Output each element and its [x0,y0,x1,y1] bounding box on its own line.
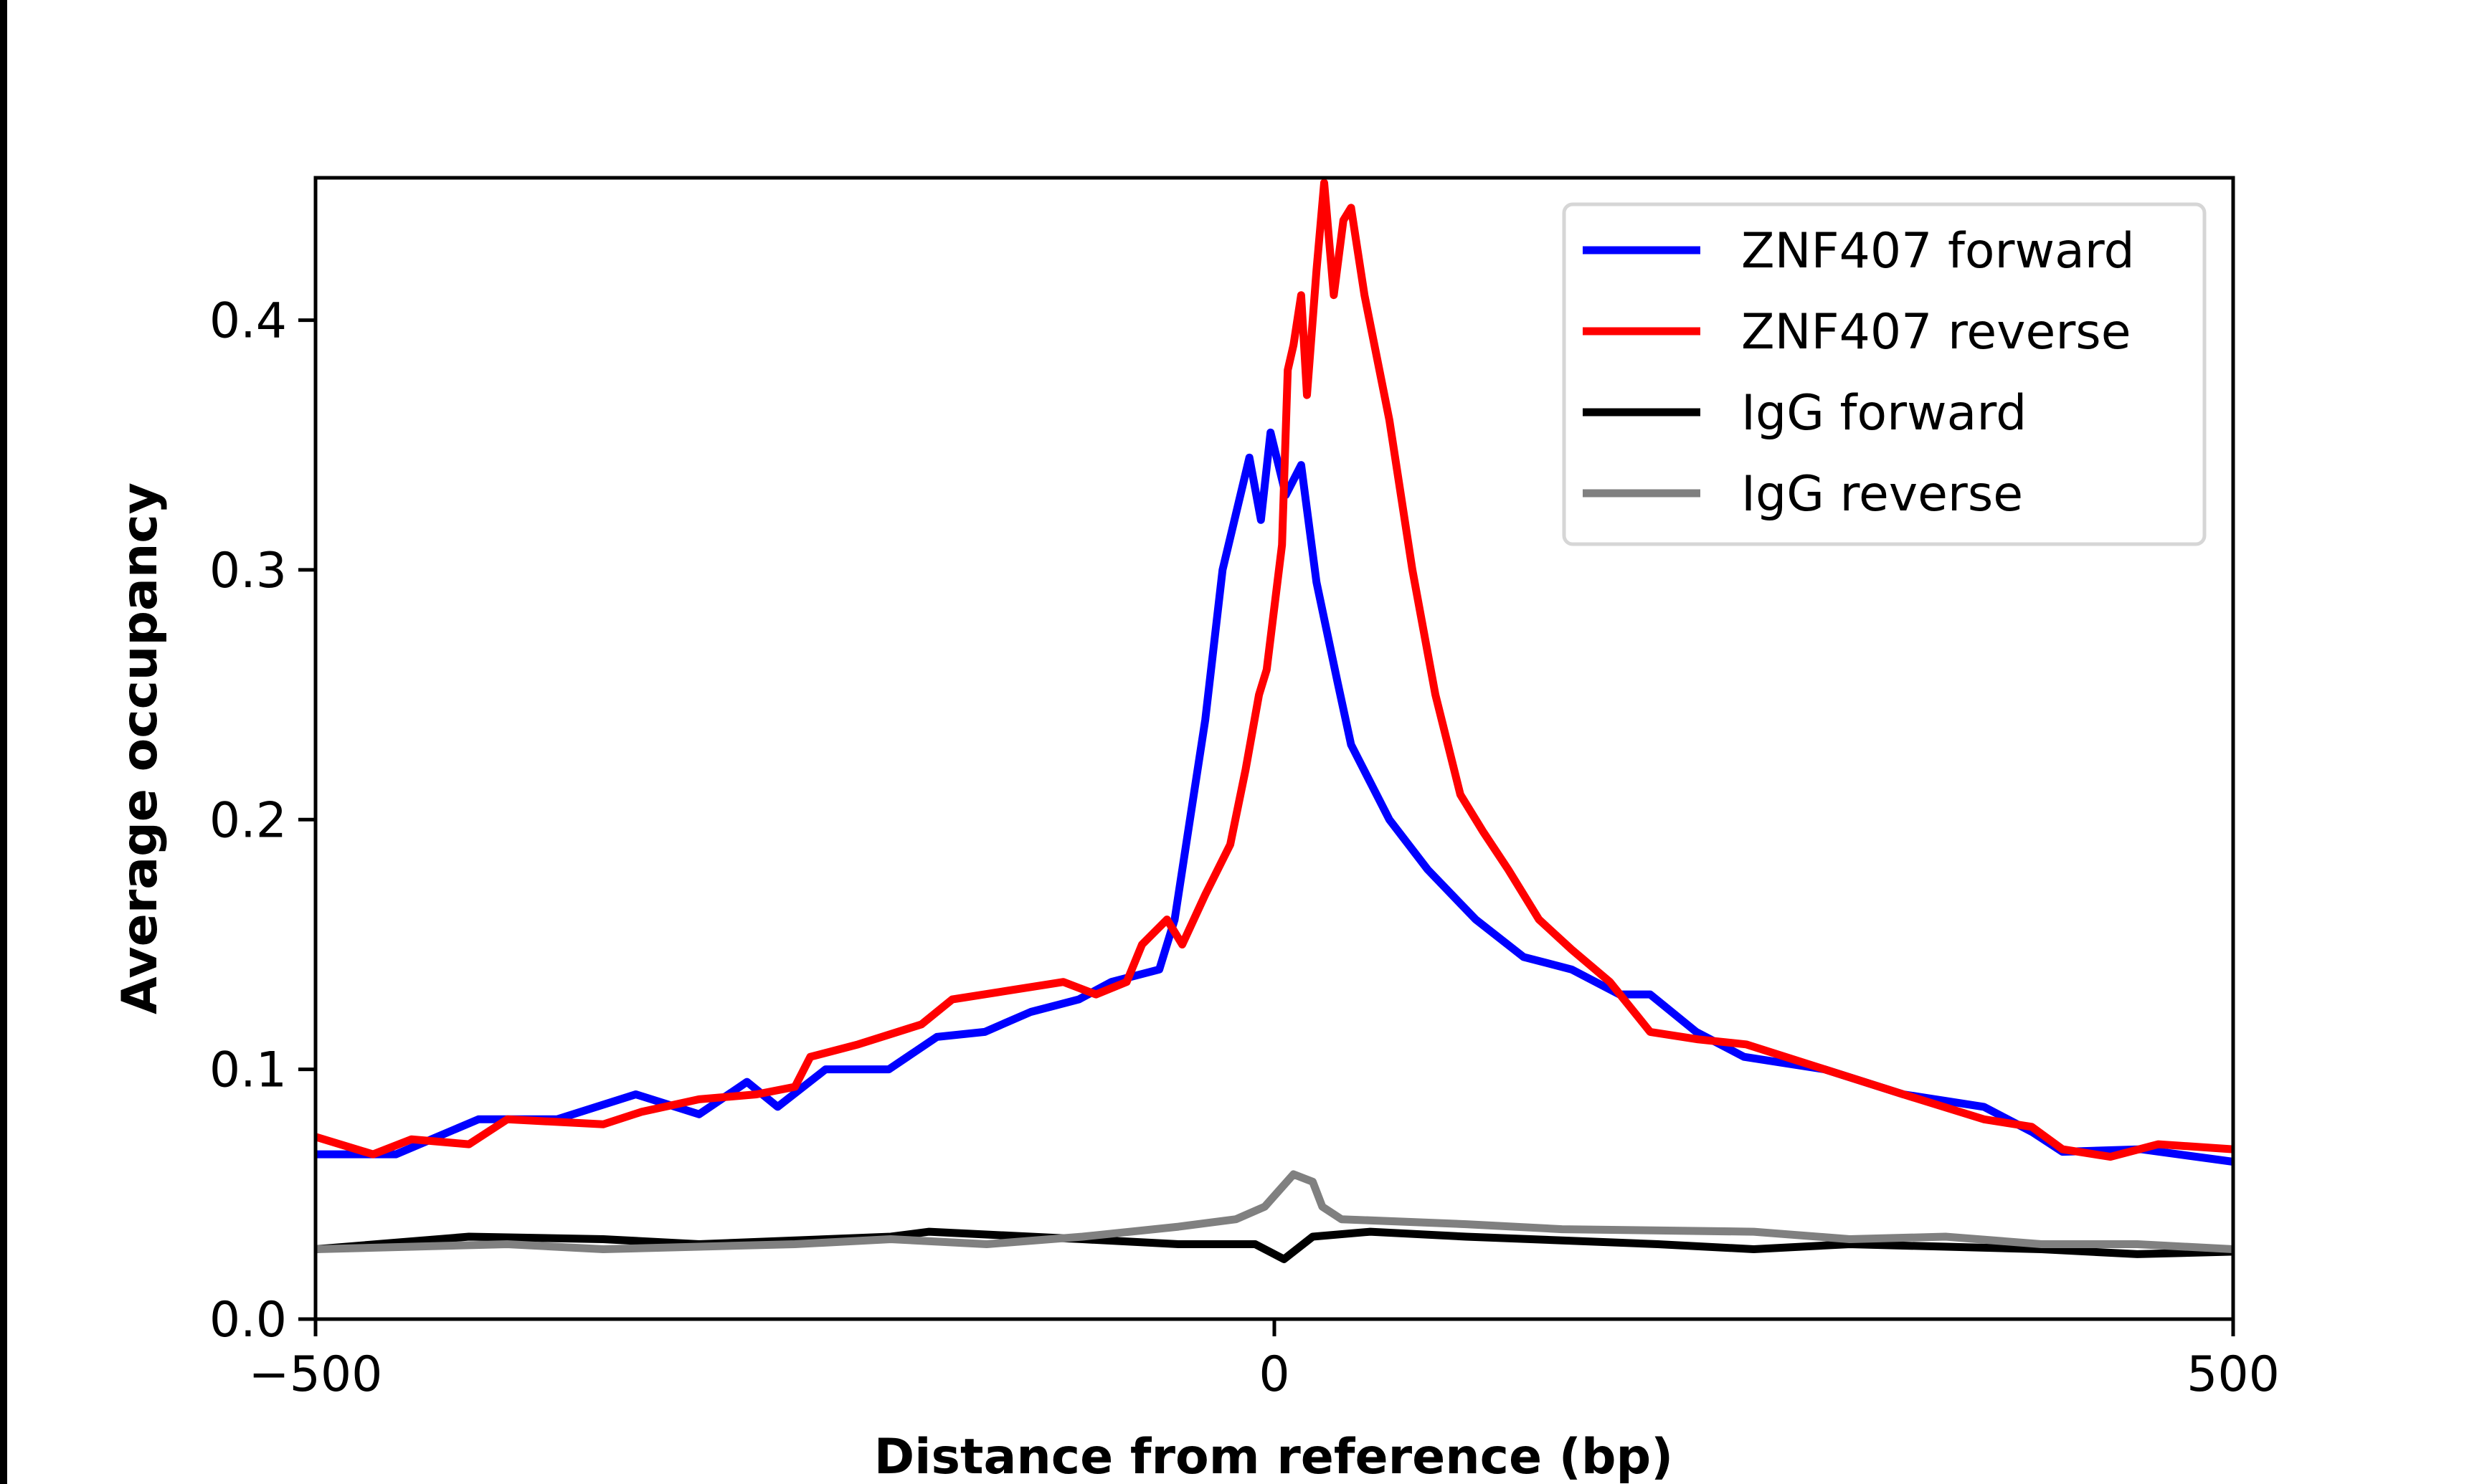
x-tick-label: 500 [2187,1346,2280,1403]
x-axis-ticks: −500 0 500 [249,1319,2280,1403]
y-tick-label: 0.1 [209,1042,287,1099]
legend-label: ZNF407 forward [1741,223,2135,280]
legend-label: ZNF407 reverse [1741,304,2131,361]
y-tick-label: 0.0 [209,1292,287,1349]
legend: ZNF407 forward ZNF407 reverse IgG forward I… [1562,202,2207,546]
legend-item: IgG forward [1583,385,2027,442]
figure-left-border [0,0,7,1484]
legend-box [1562,202,2207,546]
y-tick-label: 0.2 [209,792,287,849]
series-line-znf407-forward [316,428,2234,1166]
x-axis-label: Distance from reference (bp) [874,1429,1674,1484]
legend-item: ZNF407 forward [1583,223,2135,280]
y-tick-label: 0.3 [209,543,287,599]
series-lines [314,179,2234,1263]
y-tick-label: 0.4 [209,293,287,350]
y-axis-label: Average occupancy [112,482,169,1014]
series-line-igg-reverse [315,1170,2234,1253]
series-line-znf407-reverse [314,179,2234,1161]
legend-label: IgG reverse [1741,466,2023,523]
legend-label: IgG forward [1741,385,2027,442]
x-tick-label: −500 [249,1346,383,1403]
legend-item: IgG reverse [1583,466,2023,523]
x-tick-label: 0 [1259,1346,1289,1403]
y-axis-ticks: 0.0 0.1 0.2 0.3 0.4 [209,293,316,1349]
legend-item: ZNF407 reverse [1583,304,2131,361]
